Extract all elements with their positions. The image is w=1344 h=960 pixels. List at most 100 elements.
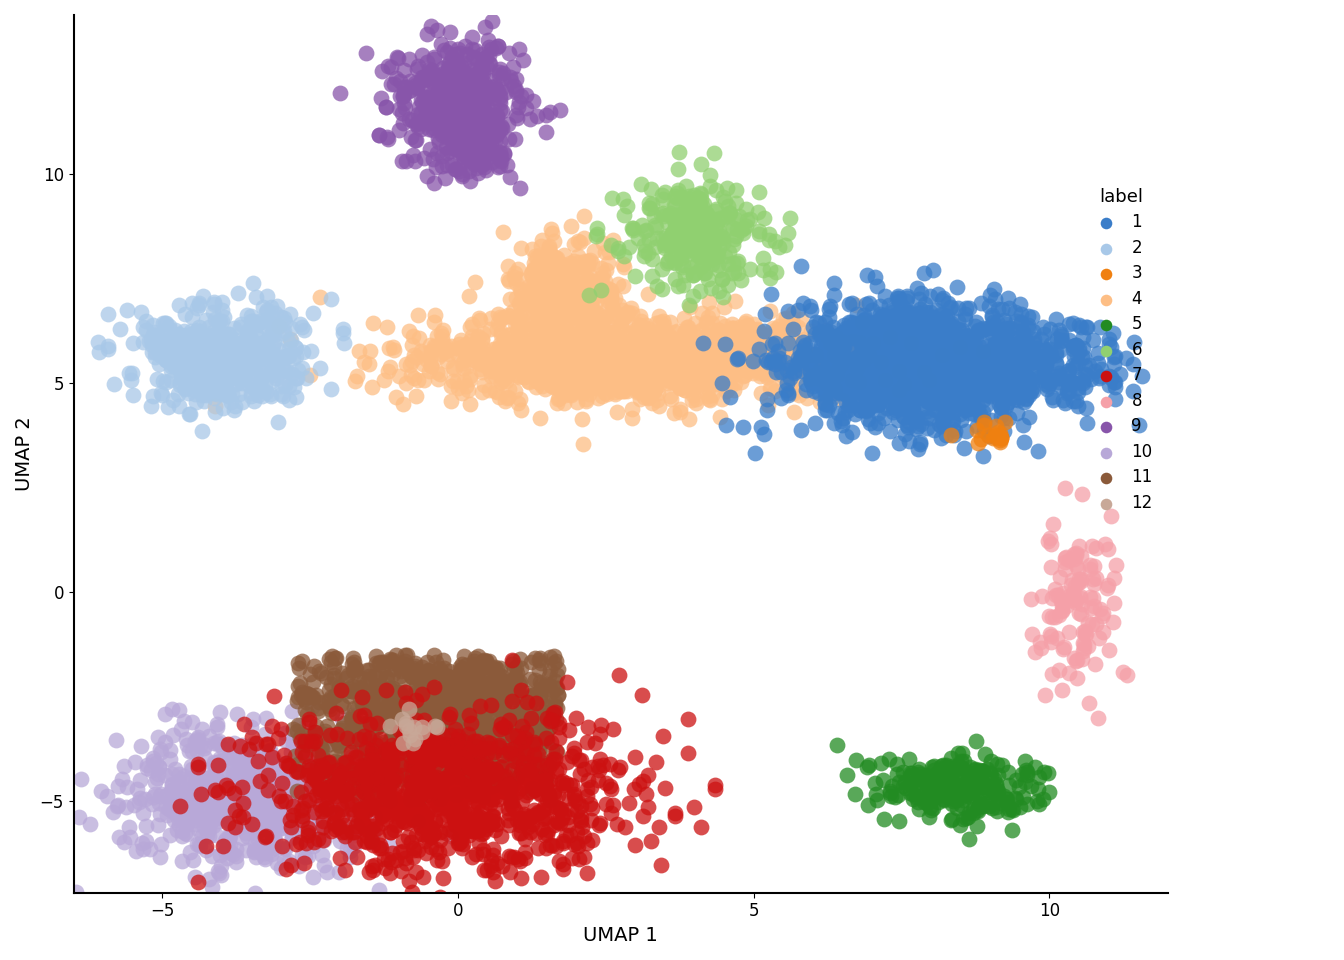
Point — [155, 734, 176, 750]
Point — [317, 780, 339, 795]
Point — [477, 84, 499, 99]
Point — [1012, 360, 1034, 375]
Point — [367, 719, 388, 734]
Point — [691, 259, 712, 275]
Point — [185, 340, 207, 355]
Point — [966, 418, 988, 433]
Point — [610, 383, 632, 398]
Point — [434, 771, 456, 786]
Point — [962, 395, 984, 410]
Point — [546, 743, 567, 758]
Point — [745, 323, 766, 338]
Point — [347, 765, 368, 780]
Point — [473, 786, 495, 802]
Point — [929, 384, 950, 399]
Point — [801, 374, 823, 390]
Point — [859, 339, 880, 354]
Point — [1103, 379, 1125, 395]
Point — [296, 689, 317, 705]
Point — [431, 76, 453, 91]
Point — [468, 98, 489, 113]
Point — [1016, 370, 1038, 385]
Point — [505, 769, 527, 784]
Point — [1077, 638, 1098, 654]
Point — [277, 334, 298, 349]
Point — [887, 385, 909, 400]
Point — [603, 305, 625, 321]
Point — [181, 852, 203, 868]
Point — [538, 263, 559, 278]
Point — [391, 755, 413, 770]
Point — [278, 758, 300, 774]
Point — [474, 347, 496, 362]
Point — [688, 383, 710, 398]
Point — [160, 359, 181, 374]
Point — [233, 756, 254, 772]
Point — [1023, 354, 1044, 370]
Point — [789, 387, 810, 402]
Point — [683, 799, 704, 814]
Point — [482, 688, 504, 704]
Point — [915, 372, 937, 388]
Point — [939, 784, 961, 800]
Point — [573, 336, 594, 351]
Point — [749, 224, 770, 239]
Point — [227, 812, 249, 828]
Point — [1013, 368, 1035, 383]
Point — [392, 813, 414, 828]
Point — [521, 780, 543, 796]
Point — [175, 327, 196, 343]
Point — [637, 391, 659, 406]
Point — [407, 803, 429, 818]
Point — [442, 85, 464, 101]
Point — [431, 128, 453, 143]
Point — [188, 875, 210, 890]
Point — [1051, 599, 1073, 614]
Point — [649, 324, 671, 339]
Point — [788, 349, 809, 365]
Point — [405, 663, 426, 679]
Point — [864, 420, 886, 435]
Point — [800, 372, 821, 387]
Point — [446, 73, 468, 88]
Point — [245, 342, 266, 357]
Point — [593, 358, 614, 373]
Point — [388, 726, 410, 741]
Point — [960, 384, 981, 399]
Point — [660, 373, 681, 389]
Point — [509, 297, 531, 312]
Point — [312, 848, 333, 863]
Point — [288, 660, 309, 676]
Point — [638, 341, 660, 356]
Point — [986, 344, 1008, 359]
Point — [896, 350, 918, 366]
Point — [993, 379, 1015, 395]
Point — [980, 767, 1001, 782]
Point — [97, 788, 118, 804]
Point — [254, 849, 276, 864]
Point — [999, 373, 1020, 389]
Point — [464, 686, 485, 702]
Point — [878, 384, 899, 399]
Point — [564, 297, 586, 312]
Point — [429, 791, 450, 806]
Point — [437, 841, 458, 856]
Point — [258, 837, 280, 852]
Point — [466, 108, 488, 124]
Point — [491, 759, 512, 775]
Point — [538, 300, 559, 315]
Point — [423, 693, 445, 708]
Point — [535, 756, 556, 771]
Point — [171, 810, 192, 826]
Point — [765, 365, 786, 380]
Point — [523, 748, 544, 763]
Point — [649, 857, 671, 873]
Point — [595, 374, 617, 390]
Point — [859, 358, 880, 373]
Point — [785, 358, 806, 373]
Point — [224, 747, 246, 762]
Point — [470, 826, 492, 841]
Point — [867, 405, 888, 420]
Point — [1012, 789, 1034, 804]
Point — [852, 358, 874, 373]
